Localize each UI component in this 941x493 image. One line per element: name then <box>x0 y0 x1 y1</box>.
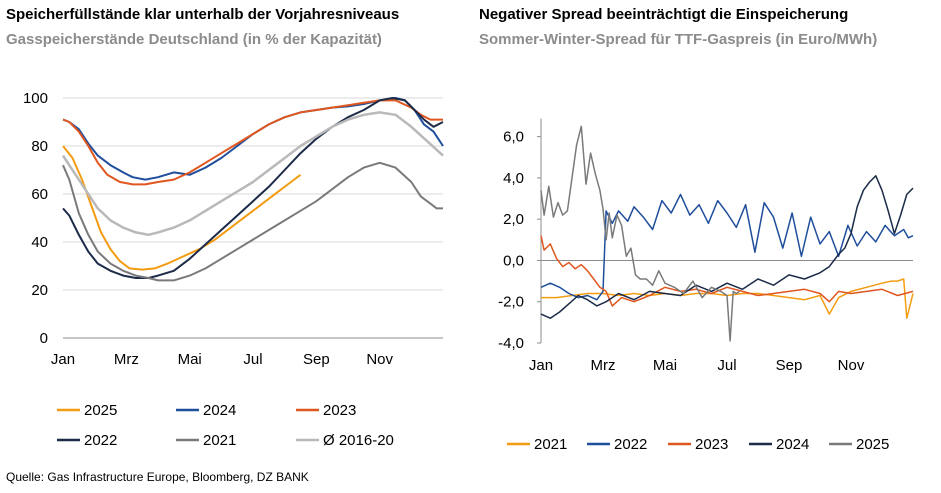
legend-label: 2024 <box>776 436 809 453</box>
legend-label: Ø 2016-20 <box>323 432 394 449</box>
y-tick-label: 100 <box>23 90 48 107</box>
y-tick-label: 0,0 <box>503 252 524 269</box>
series-line-201620 <box>61 111 444 237</box>
x-tick-label: Jan <box>51 351 75 368</box>
series-line-2024 <box>62 97 444 181</box>
source-note: Quelle: Gas Infrastructure Europe, Bloom… <box>6 470 309 484</box>
chart2-plot: -4,0 -2,0 0,0 2,0 4,0 6,0 Jan Mrz Mai Jul Sep Nov 20… <box>498 118 914 453</box>
legend-label: 2023 <box>323 402 356 419</box>
y-tick-label: -2,0 <box>498 294 524 311</box>
x-tick-label: Mai <box>653 357 677 374</box>
legend-label: 2025 <box>84 402 117 419</box>
legend-label: 2024 <box>203 402 236 419</box>
y-tick-label: 4,0 <box>503 170 524 187</box>
y-tick-label: 60 <box>31 186 48 203</box>
series-line-2023 <box>62 99 443 186</box>
y-tick-label: 40 <box>31 234 48 251</box>
y-tick-label: -4,0 <box>498 335 524 352</box>
x-tick-label: Nov <box>366 351 393 368</box>
x-tick-label: Jul <box>243 351 262 368</box>
legend-label: 2021 <box>534 436 567 453</box>
y-tick-label: 2,0 <box>503 211 524 228</box>
x-tick-label: Jan <box>529 357 553 374</box>
chart1-title: Speicherfüllstände klar unterhalb der Vo… <box>6 6 400 23</box>
legend-label: 2022 <box>84 432 117 449</box>
series-line-2025 <box>540 125 740 342</box>
series-line-2023 <box>540 235 914 307</box>
y-tick-label: 20 <box>31 282 48 299</box>
x-tick-label: Sep <box>303 351 330 368</box>
x-tick-label: Mrz <box>114 351 139 368</box>
legend-label: 2025 <box>856 436 889 453</box>
series-line-2021 <box>62 161 443 282</box>
x-tick-label: Sep <box>776 357 803 374</box>
chart2-subtitle: Sommer-Winter-Spread für TTF-Gaspreis (i… <box>479 31 878 48</box>
y-tick-label: 80 <box>31 138 48 155</box>
series-line-2025 <box>62 145 302 271</box>
chart1-subtitle: Gasspeicherstände Deutschland (in % der … <box>6 31 382 48</box>
x-tick-label: Nov <box>838 357 865 374</box>
chart1-plot: 0 20 40 60 80 100 Jan Mrz Mai Jul Sep Nov 2025 2024 20… <box>23 90 444 449</box>
series-line-2022 <box>540 193 914 301</box>
y-tick-label: 0 <box>40 330 48 347</box>
series-line-2021 <box>541 278 914 319</box>
chart2-title: Negativer Spread beeinträchtigt die Eins… <box>479 6 849 23</box>
y-tick-label: 6,0 <box>503 129 524 146</box>
x-tick-label: Jul <box>717 357 736 374</box>
series-line-2022 <box>62 97 444 279</box>
series-line-2024 <box>540 175 914 319</box>
x-tick-label: Mai <box>178 351 202 368</box>
legend-label: 2023 <box>695 436 728 453</box>
legend-label: 2022 <box>614 436 647 453</box>
legend-label: 2021 <box>203 432 236 449</box>
x-tick-label: Mrz <box>591 357 616 374</box>
